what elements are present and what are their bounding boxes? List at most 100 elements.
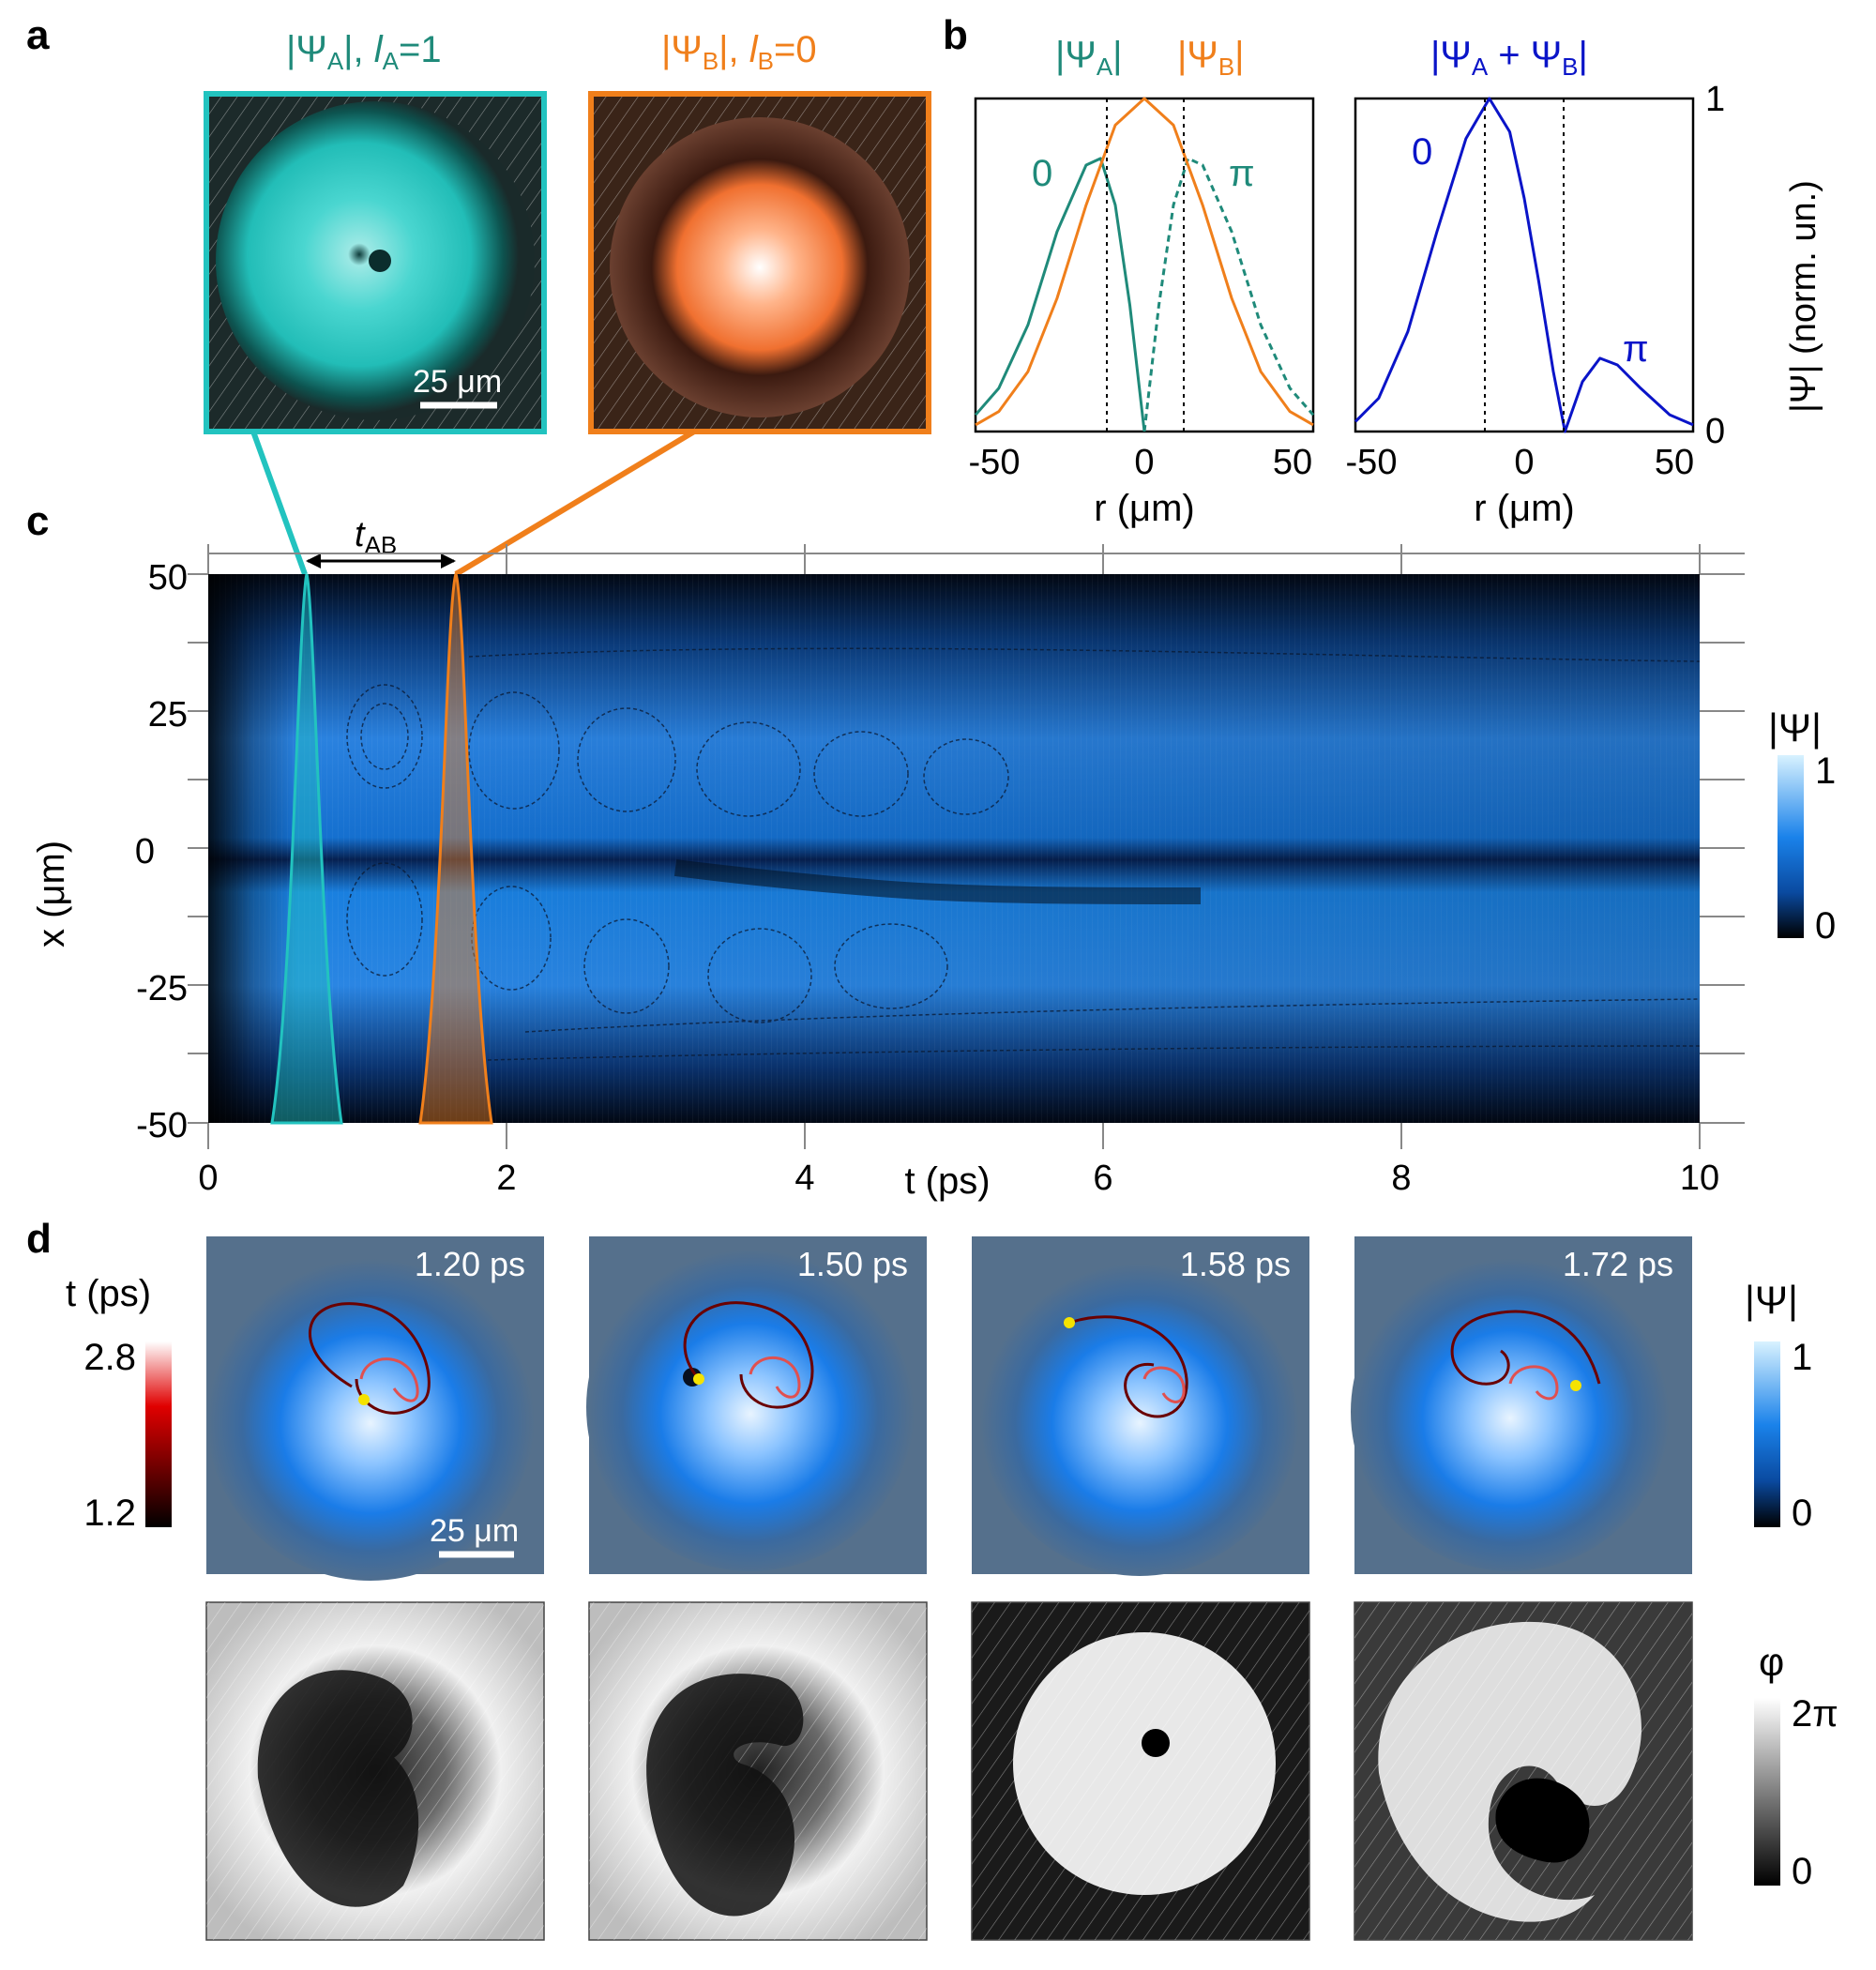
tab-arrow-left <box>306 553 321 568</box>
c-ytick-m50: -50 <box>136 1106 188 1145</box>
c-heatmap-fade <box>208 574 1700 1123</box>
b-left-xtick-3: 50 <box>1273 443 1312 482</box>
c-colorbar-tick-0: 0 <box>1815 905 1836 947</box>
mode-b-image <box>588 91 931 434</box>
title-a-rest: |, <box>343 29 374 70</box>
c-xtick-4: 4 <box>794 1159 814 1198</box>
d-phase-colorbar-title: φ <box>1759 1640 1784 1684</box>
c-xtick-6: 6 <box>1093 1159 1112 1198</box>
title-a-sub: A <box>327 47 344 75</box>
panel-d-letter: d <box>26 1216 52 1262</box>
b-left-phase-pi: π <box>1229 153 1255 194</box>
phase-4 <box>1354 1601 1693 1941</box>
c-ylabel: x (μm) <box>31 841 72 947</box>
b-ytick-0: 0 <box>1705 412 1725 451</box>
d-phase-colorbar-tick-min: 0 <box>1792 1851 1812 1892</box>
snapshot-4: 1.72 ps <box>1351 1236 1692 1574</box>
c-ytick-0: 0 <box>135 832 155 871</box>
connector-a <box>250 430 308 576</box>
phase-1 <box>205 1601 545 1941</box>
tab-arrow-right <box>441 553 456 568</box>
d-t-colorbar-tick-max: 2.8 <box>83 1337 136 1378</box>
connector-b <box>454 429 696 577</box>
c-xtick-2: 2 <box>496 1159 516 1198</box>
title-a-psi: |Ψ <box>286 29 327 70</box>
panel-d: d t (ps) 2.8 1.2 25 μm 1.20 ps 1.50 ps <box>26 1216 1838 1941</box>
mode-a-frame <box>204 91 547 434</box>
c-colorbar-tick-1: 1 <box>1815 750 1836 792</box>
phase-3 <box>971 1601 1310 1941</box>
c-xtick-0: 0 <box>198 1159 218 1198</box>
b-left-title-a: |ΨA| <box>1055 35 1123 81</box>
scalebar-d-label: 25 μm <box>430 1513 519 1549</box>
b-left-plot <box>974 97 1315 432</box>
snapshot-2: 1.50 ps <box>586 1236 927 1574</box>
b-left-xtick-1: -50 <box>969 443 1021 482</box>
d-psi-colorbar-tick-1: 1 <box>1792 1337 1812 1378</box>
b-left-xlabel: r (μm) <box>1094 488 1194 529</box>
series-bLeftPlot-0 <box>974 157 1146 432</box>
panel-c: c tAB <box>26 498 1836 1202</box>
pulse-b-envelope <box>418 569 493 1125</box>
phase-2 <box>588 1601 928 1941</box>
b-right-phase-pi: π <box>1623 328 1649 370</box>
c-xlabel: t (ps) <box>904 1160 990 1202</box>
b-left-phase-0: 0 <box>1032 153 1052 194</box>
b-left-axes <box>974 97 1315 433</box>
c-ytick-50: 50 <box>148 558 188 598</box>
c-ytick-m25: -25 <box>136 969 188 1008</box>
b-right-phase-0: 0 <box>1412 131 1432 173</box>
snapshot-3: 1.58 ps <box>972 1236 1309 1576</box>
series-bLeftPlot-2 <box>975 97 1314 427</box>
d-t-colorbar-tick-min: 1.2 <box>83 1493 136 1534</box>
panel-a-title-a: |ΨA|, lA=1 <box>286 29 442 75</box>
b-left-title-b: |ΨB| <box>1177 35 1245 81</box>
mode-b-frame <box>588 91 931 434</box>
c-colorbar <box>1778 755 1804 938</box>
panel-a: a |ΨA|, lA=1 |ΨB|, lB=0 25 μm <box>26 12 931 577</box>
pulse-a-envelope <box>270 573 343 1125</box>
snapshot-4-time: 1.72 ps <box>1563 1245 1673 1283</box>
title-a-l: l <box>374 29 384 70</box>
c-node-band <box>673 859 1202 904</box>
d-psi-colorbar-title: |Ψ| <box>1745 1278 1798 1322</box>
b-right-title: |ΨA + ΨB| <box>1430 35 1588 81</box>
d-t-colorbar-title: t (ps) <box>66 1273 151 1314</box>
c-xtick-marks <box>207 544 1701 1149</box>
b-right-xtick-2: 0 <box>1514 443 1534 482</box>
title-b-rest: |, <box>719 29 749 70</box>
mode-a-image: 25 μm <box>204 91 547 434</box>
panel-a-title-b: |ΨB|, lB=0 <box>661 29 817 75</box>
d-t-colorbar <box>145 1341 172 1527</box>
scalebar-a-label: 25 μm <box>413 364 502 400</box>
panel-c-letter: c <box>26 498 49 544</box>
series-bRightPlot-0 <box>1354 97 1694 433</box>
d-phase-colorbar-tick-max: 2π <box>1792 1693 1838 1735</box>
b-ytick-1: 1 <box>1705 80 1725 119</box>
d-psi-colorbar-tick-0: 0 <box>1792 1493 1812 1534</box>
c-blobs <box>346 647 1701 1061</box>
b-right-axes <box>1354 97 1695 433</box>
d-phase-colorbar <box>1754 1698 1780 1886</box>
b-right-xtick-3: 50 <box>1655 443 1694 482</box>
d-psi-colorbar <box>1754 1341 1780 1527</box>
vortex-core <box>369 250 391 272</box>
snapshot-3-time: 1.58 ps <box>1180 1245 1291 1283</box>
title-b-l: l <box>749 29 759 70</box>
b-ylabel: |Ψ| (norm. un.) <box>1784 180 1823 413</box>
snapshot-2-time: 1.50 ps <box>797 1245 908 1283</box>
snapshot-1: 25 μm 1.20 ps <box>206 1236 544 1581</box>
c-ytick-marks <box>188 573 1745 1124</box>
title-b-eq: =0 <box>774 29 817 70</box>
panel-b-letter: b <box>943 12 968 58</box>
c-xtick-10: 10 <box>1680 1159 1719 1198</box>
c-xtick-8: 8 <box>1391 1159 1411 1198</box>
title-b-sub: B <box>703 47 719 75</box>
title-a-lsub: A <box>383 47 400 75</box>
panel-a-letter: a <box>26 12 50 58</box>
panel-b: b |ΨA| |ΨB| |ΨA + ΨB| 0 π 0 π -50 0 50 r… <box>943 12 1823 529</box>
title-b-psi: |Ψ <box>661 29 703 70</box>
title-a-eq: =1 <box>399 29 442 70</box>
tab-label: tAB <box>355 515 397 559</box>
